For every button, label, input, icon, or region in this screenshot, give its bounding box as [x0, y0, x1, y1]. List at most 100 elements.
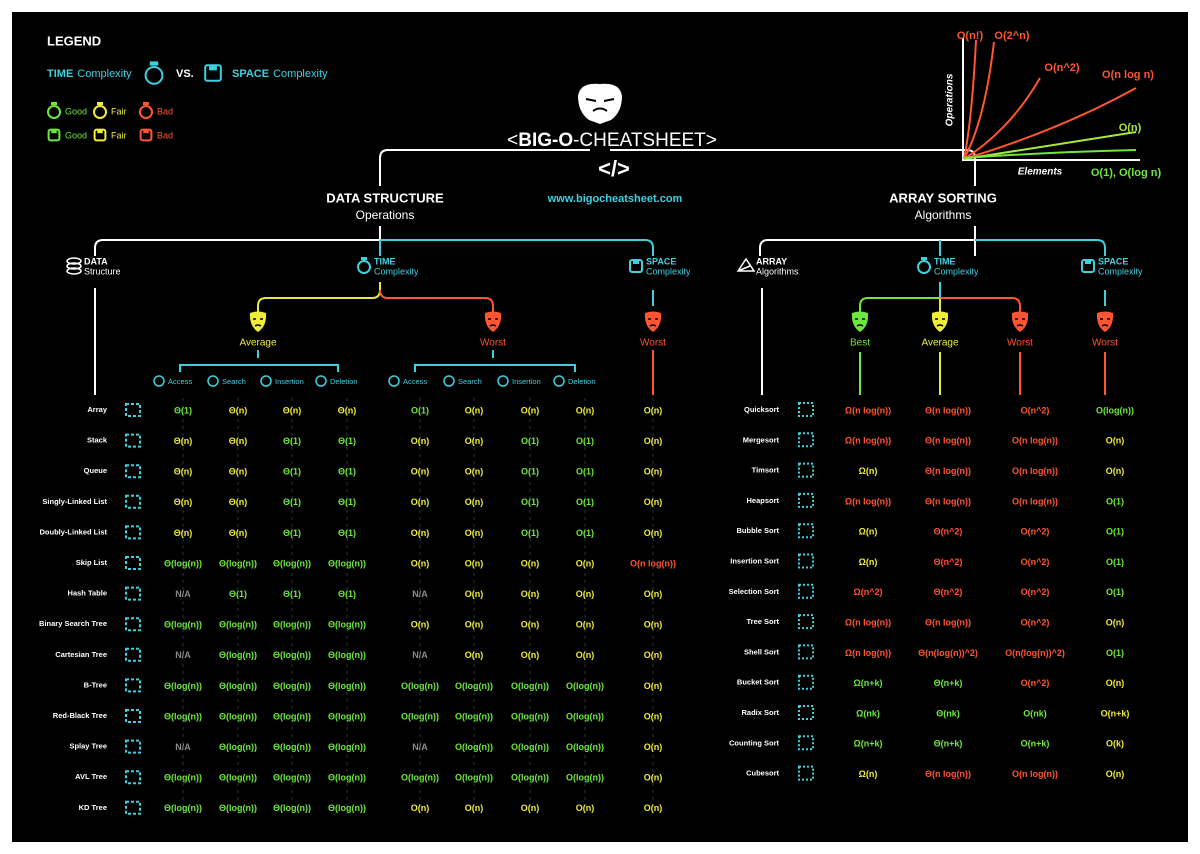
floppy-label	[143, 129, 149, 134]
complexity-cell: O(n)	[644, 497, 663, 507]
complexity-cell: Θ(log(n))	[219, 620, 257, 630]
title-open: <	[507, 130, 518, 151]
case-label: Average	[239, 338, 277, 349]
legend-space-text: Complexity	[273, 68, 328, 80]
case-label: Average	[921, 338, 959, 349]
complexity-cell: O(n)	[521, 558, 540, 568]
complexity-cell: Θ(n+k)	[934, 678, 963, 688]
complexity-cell: O(1)	[1106, 527, 1124, 537]
complexity-cell: Θ(log(n))	[164, 773, 202, 783]
complexity-cell: N/A	[175, 589, 191, 599]
algorithm-icon	[798, 614, 814, 630]
complexity-cell: O(log(n))	[566, 773, 604, 783]
complexity-cell: Θ(1)	[338, 589, 356, 599]
complexity-cell: O(n)	[576, 405, 595, 415]
complexity-cell: O(n^2)	[1021, 587, 1050, 597]
complexity-cell: O(n)	[411, 528, 430, 538]
connector	[759, 226, 976, 256]
complexity-cell: Θ(n(log(n))^2)	[918, 648, 978, 658]
connector	[179, 350, 339, 372]
complexity-cell: O(n)	[521, 803, 540, 813]
complexity-cell: Θ(log(n))	[273, 742, 311, 752]
column-head: TIME	[374, 256, 396, 266]
column-head: SPACE	[1098, 256, 1128, 266]
complexity-cell: O(n)	[1106, 769, 1125, 779]
row-label: Hash Table	[68, 589, 107, 598]
complexity-cell: Θ(n)	[174, 528, 193, 538]
growth-curve	[963, 87, 1137, 160]
structure-icon	[125, 525, 141, 540]
case-label: Best	[850, 338, 870, 349]
growth-curve	[963, 149, 1137, 159]
complexity-cell: O(n)	[465, 650, 484, 660]
stopwatch-icon	[93, 105, 107, 119]
row-label: Counting Sort	[729, 738, 779, 747]
complexity-cell: Θ(1)	[338, 497, 356, 507]
complexity-cell: O(1)	[576, 436, 594, 446]
complexity-cell: O(log(n))	[1096, 405, 1134, 415]
row-label: Mergesort	[743, 435, 780, 444]
column-head: Structure	[84, 266, 121, 276]
complexity-cell: O(1)	[1106, 648, 1124, 658]
algorithm-icon	[798, 735, 814, 751]
structure-icon	[125, 800, 141, 815]
algorithm-icon	[798, 553, 814, 569]
complexity-cell: O(1)	[521, 436, 539, 446]
complexity-cell: O(n)	[644, 436, 663, 446]
complexity-cell: Θ(log(n))	[164, 681, 202, 691]
legend-rating: Good	[65, 106, 87, 116]
complexity-cell: Ω(n)	[859, 466, 878, 476]
row-label: Doubly-Linked List	[40, 527, 108, 536]
algorithm-icon	[798, 492, 814, 508]
complexity-cell: Θ(nk)	[936, 708, 960, 718]
row-label: KD Tree	[79, 803, 107, 812]
column-head: Complexity	[1098, 266, 1143, 276]
row-label: Insertion Sort	[730, 556, 779, 565]
complexity-cell: Ω(n^2)	[854, 587, 883, 597]
floppy-label	[209, 65, 217, 71]
complexity-cell: Θ(n)	[229, 405, 248, 415]
complexity-cell: O(n log(n))	[1012, 436, 1058, 446]
complexity-cell: Θ(log(n))	[328, 558, 366, 568]
curve-label: O(n!)	[957, 30, 984, 42]
complexity-cell: N/A	[412, 589, 428, 599]
legend-rating: Fair	[111, 130, 127, 140]
complexity-cell: O(n)	[465, 405, 484, 415]
complexity-cell: O(1)	[576, 467, 594, 477]
row-label: Cartesian Tree	[55, 650, 107, 659]
complexity-cell: Θ(log(n))	[273, 803, 311, 813]
curve-label: O(2^n)	[994, 30, 1029, 42]
complexity-cell: Θ(log(n))	[219, 711, 257, 721]
column-head: Complexity	[374, 266, 419, 276]
db-icon	[66, 257, 82, 265]
complexity-cell: N/A	[175, 742, 191, 752]
complexity-cell: O(n)	[465, 497, 484, 507]
row-label: Cubesort	[746, 769, 779, 778]
complexity-cell: O(n^2)	[1021, 557, 1050, 567]
complexity-cell: O(1)	[576, 497, 594, 507]
growth-curve	[963, 77, 1041, 160]
face-eyes	[855, 318, 865, 327]
complexity-cell: Ω(n log(n))	[845, 496, 891, 506]
complexity-cell: Θ(1)	[283, 589, 301, 599]
complexity-cell: Θ(log(n))	[219, 650, 257, 660]
row-label: Splay Tree	[69, 742, 107, 751]
legend-space-bold: SPACE	[232, 68, 269, 80]
floppy-label	[1085, 260, 1091, 264]
operation-icon	[207, 375, 219, 387]
face-eyes	[648, 318, 658, 327]
complexity-cell: Θ(1)	[338, 528, 356, 538]
complexity-cell: Ω(n)	[859, 527, 878, 537]
complexity-cell: Θ(n)	[283, 405, 302, 415]
db-icon	[66, 267, 82, 275]
complexity-cell: Θ(n)	[229, 436, 248, 446]
structure-icon	[125, 678, 141, 693]
algorithm-icon	[798, 705, 814, 720]
complexity-cell: Θ(n)	[229, 467, 248, 477]
stopwatch-top	[51, 102, 57, 105]
complexity-cell: O(n)	[644, 711, 663, 721]
complexity-cell: Θ(n)	[174, 467, 193, 477]
legend-rating: Good	[65, 130, 87, 140]
row-label: Array	[87, 405, 107, 414]
complexity-cell: Θ(log(n))	[219, 742, 257, 752]
